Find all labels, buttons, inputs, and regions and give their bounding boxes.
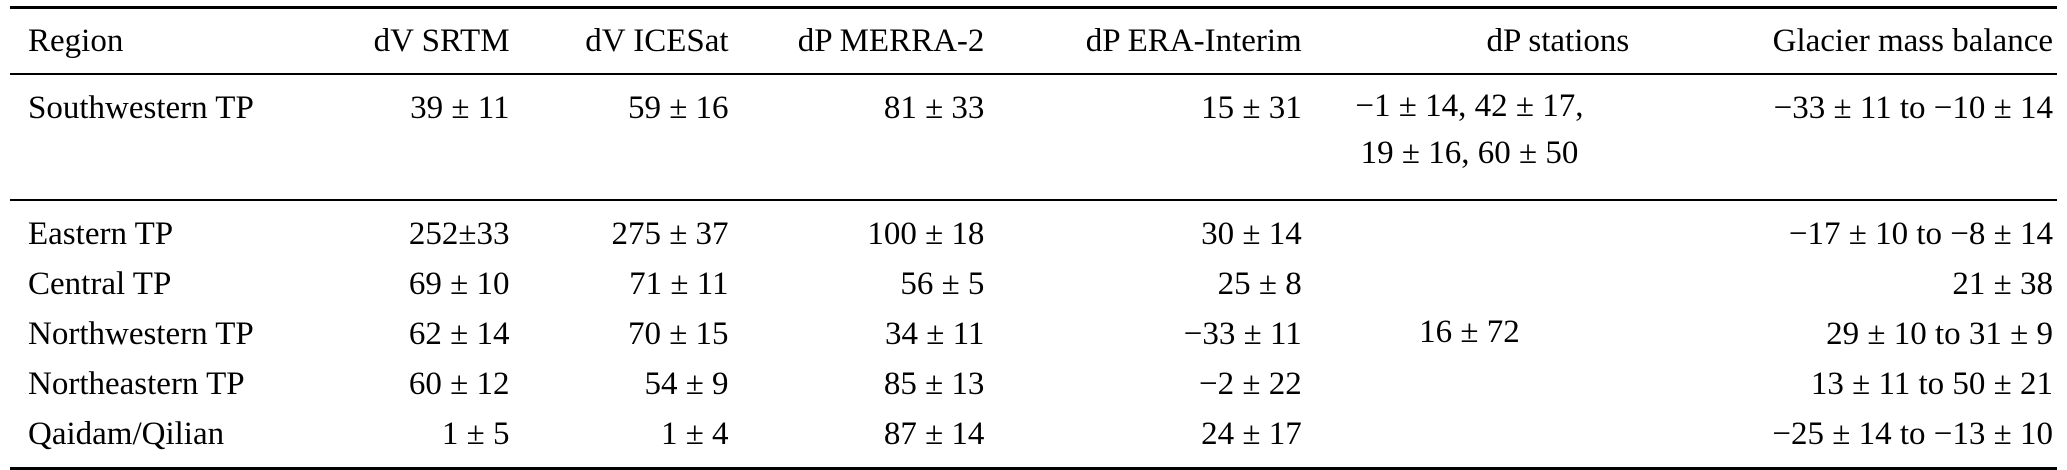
cell-dp-era-interim: 30 ± 14: [1201, 216, 1302, 252]
table-row-qaidam-qilian: Qaidam/Qilian 1 ± 5 1 ± 4 87 ± 14 24 ± 1…: [10, 409, 2057, 469]
cell-dp-merra2: 85 ± 13: [883, 366, 985, 402]
regional-balance-table: Region dV SRTM dV ICESat dP MERRA-2 dP E…: [10, 6, 2057, 470]
cell-dp-merra2: 34 ± 11: [885, 316, 985, 352]
cell-dp-merra2: 100 ± 18: [867, 216, 985, 252]
table-row-northeastern-tp: Northeastern TP 60 ± 12 54 ± 9 85 ± 13 −…: [10, 359, 2057, 409]
cell-dv-srtm: 69 ± 10: [408, 266, 510, 302]
col-header-dv-icesat: dV ICESat: [513, 7, 733, 75]
cell-glacier-mass-balance: 29 ± 10 to 31 ± 9: [1826, 316, 2053, 352]
cell-dv-icesat: 1 ± 4: [660, 416, 729, 452]
paper-table-page: Region dV SRTM dV ICESat dP MERRA-2 dP E…: [10, 6, 2057, 470]
cell-region: Qaidam/Qilian: [28, 416, 225, 452]
cell-dp-stations: [1306, 259, 1634, 309]
cell-glacier-mass-balance: 13 ± 11 to 50 ± 21: [1810, 366, 2053, 402]
cell-dv-srtm: 60 ± 12: [408, 366, 510, 402]
col-header-dp-merra2: dP MERRA-2: [732, 7, 989, 75]
col-header-region: Region: [10, 7, 297, 75]
cell-dv-srtm: 62 ± 14: [408, 316, 510, 352]
col-header-dp-stations: dP stations: [1305, 7, 1634, 75]
cell-glacier-mass-balance: −33 ± 11 to −10 ± 14: [1633, 74, 2057, 201]
cell-dp-era-interim: −2 ± 22: [1198, 366, 1302, 402]
cell-dv-icesat: 71 ± 11: [629, 266, 729, 302]
cell-dp-era-interim: 15 ± 31: [988, 74, 1306, 201]
cell-dp-era-interim: 24 ± 17: [1201, 416, 1302, 452]
cell-region: Central TP: [28, 266, 172, 302]
table-row-northwestern-tp: Northwestern TP 62 ± 14 70 ± 15 34 ± 11 …: [10, 309, 2057, 359]
cell-dv-icesat: 54 ± 9: [644, 366, 729, 402]
cell-region: Eastern TP: [28, 216, 174, 252]
cell-dp-stations: [1306, 359, 1634, 409]
cell-dv-srtm: 39 ± 11: [296, 74, 514, 201]
cell-dv-srtm: 252±33: [408, 216, 510, 252]
cell-glacier-mass-balance: −25 ± 14 to −13 ± 10: [1772, 416, 2053, 452]
cell-region: Southwestern TP: [10, 74, 297, 201]
table-row-central-tp: Central TP 69 ± 10 71 ± 11 56 ± 5 25 ± 8…: [10, 259, 2057, 309]
cell-region: Northeastern TP: [28, 366, 245, 402]
table-row-eastern-tp: Eastern TP 252±33 275 ± 37 100 ± 18 30 ±…: [10, 200, 2057, 259]
cell-dp-era-interim: −33 ± 11: [1183, 316, 1302, 352]
col-header-glacier-mass-balance: Glacier mass balance: [1633, 7, 2057, 75]
cell-dv-srtm: 1 ± 5: [441, 416, 510, 452]
cell-dv-icesat: 70 ± 15: [627, 316, 729, 352]
col-header-dv-srtm: dV SRTM: [296, 7, 514, 75]
cell-dp-stations: [1306, 200, 1634, 259]
cell-dp-stations: 16 ± 72: [1419, 314, 1520, 350]
cell-glacier-mass-balance: 21 ± 38: [1952, 266, 2053, 302]
cell-dp-era-interim: 25 ± 8: [1217, 266, 1302, 302]
cell-dp-stations: −1 ± 14, 42 ± 17, 19 ± 16, 60 ± 50: [1305, 74, 1634, 201]
cell-glacier-mass-balance: −17 ± 10 to −8 ± 14: [1788, 216, 2053, 252]
col-header-dp-era-interim: dP ERA-Interim: [988, 7, 1306, 75]
cell-dv-icesat: 275 ± 37: [611, 216, 729, 252]
cell-dp-merra2: 87 ± 14: [883, 416, 985, 452]
cell-dp-merra2: 81 ± 33: [732, 74, 989, 201]
table-row-southwestern-tp: Southwestern TP 39 ± 11 59 ± 16 81 ± 33 …: [10, 74, 2057, 201]
cell-dv-icesat: 59 ± 16: [513, 74, 733, 201]
cell-region: Northwestern TP: [28, 316, 254, 352]
table-header-row: Region dV SRTM dV ICESat dP MERRA-2 dP E…: [10, 7, 2057, 75]
cell-dp-merra2: 56 ± 5: [900, 266, 985, 302]
